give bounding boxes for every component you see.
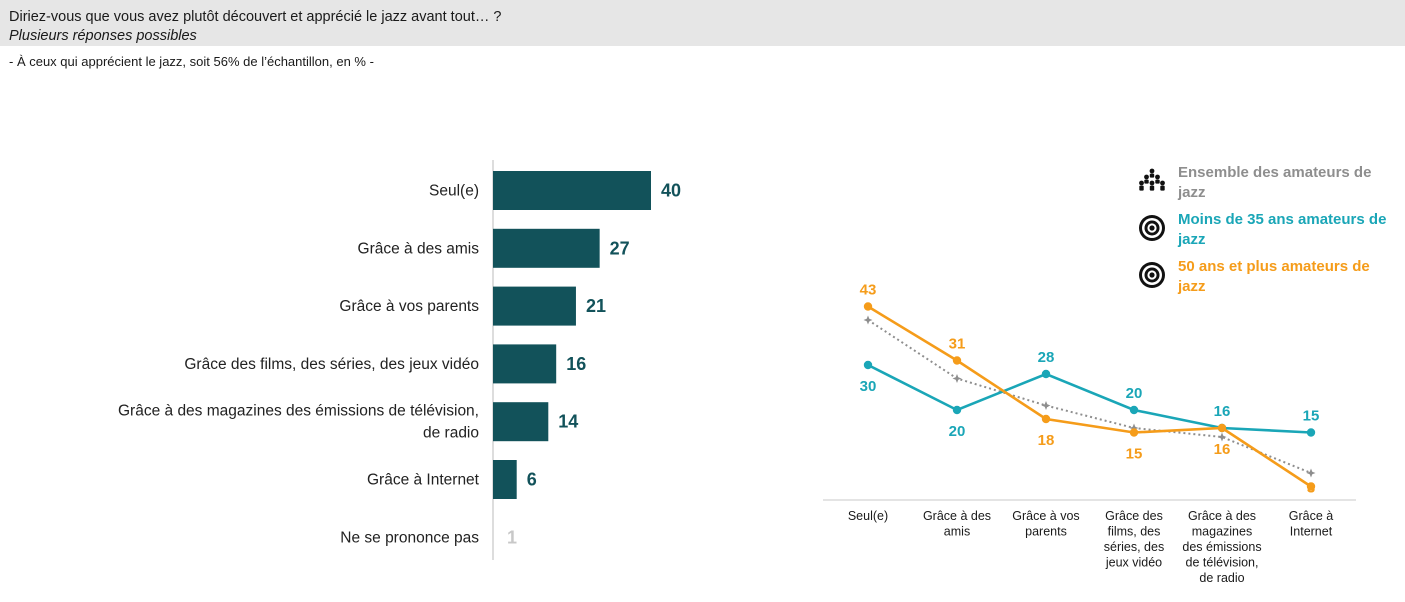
- header-band: [0, 0, 1405, 46]
- legend-item-moins-35: Moins de 35 ans amateurs de jazz: [1138, 210, 1398, 249]
- bar-value-label: 27: [610, 238, 630, 258]
- line-point: [863, 302, 873, 311]
- line-point: [1129, 428, 1139, 437]
- line-value-label: 18: [1038, 432, 1055, 449]
- line-value-label: 16: [1214, 441, 1231, 458]
- legend-item-50-plus: 50 ans et plus amateurs de jazz: [1138, 257, 1398, 296]
- bar-value-label: 21: [586, 296, 606, 316]
- line-point: [1306, 468, 1316, 478]
- question-title: Diriez-vous que vous avez plutôt découve…: [9, 9, 502, 25]
- bar: [493, 286, 576, 326]
- legend-label-ensemble: Ensemble des amateurs de jazz: [1178, 164, 1372, 201]
- line-value-label: 15: [1126, 446, 1143, 463]
- legend-label-moins-35: Moins de 35 ans amateurs de jazz: [1178, 211, 1387, 248]
- line-series: [867, 305, 1312, 488]
- line-value-label: 15: [1303, 408, 1320, 425]
- line-category-label: Grâce à des amis: [923, 509, 991, 539]
- target-icon: [1139, 215, 1165, 241]
- line-value-label: 31: [949, 336, 966, 353]
- line-value-label: 3: [1307, 480, 1315, 497]
- bar-value-label: 40: [661, 181, 681, 201]
- bar-value-label: 6: [527, 470, 537, 490]
- line-category-label: Grâce des films, des séries, des jeux vidéo: [1104, 509, 1164, 570]
- people-group-icon: [1139, 168, 1165, 191]
- bar-category-label: Grâce à vos parents: [339, 298, 479, 315]
- line-category-label: Seul(e): [848, 509, 888, 523]
- line-value-label: 20: [949, 423, 966, 440]
- line-value-label: 43: [860, 282, 877, 299]
- question-subtitle: Plusieurs réponses possibles: [9, 28, 197, 44]
- line-point: [952, 356, 962, 365]
- legend: Ensemble des amateurs de jazz Moins de 3…: [1138, 163, 1398, 302]
- line-value-label: 16: [1214, 403, 1231, 420]
- line-point: [1306, 482, 1316, 491]
- line-series: [867, 363, 1312, 434]
- bar-category-label: Ne se prononce pas: [340, 529, 479, 546]
- bar: [493, 460, 517, 499]
- line-point: [1041, 369, 1051, 379]
- bar-chart: 40 Seul(e) 27 Grâce à des amis 21 Grâce à vos…: [118, 160, 681, 560]
- line-point: [1217, 432, 1227, 442]
- legend-label-50-plus: 50 ans et plus amateurs de jazz: [1178, 258, 1370, 295]
- target-icon: [1139, 262, 1165, 288]
- bar: [493, 402, 549, 442]
- bar-value-label: 1: [507, 527, 517, 547]
- bar-category-label: Grâce à des magazines des émissions de t…: [118, 403, 479, 442]
- bar-category-label: Grâce à Internet: [367, 472, 480, 489]
- line-category-label: Grâce à vos parents: [1012, 509, 1079, 539]
- bar-category-label: Grâce à des amis: [358, 240, 480, 257]
- line-point: [1217, 423, 1227, 433]
- line-point: [863, 315, 873, 325]
- bar-category-label: Seul(e): [429, 183, 479, 200]
- line-point: [952, 374, 962, 383]
- line-value-label: 30: [860, 378, 877, 395]
- bar-category-label: Grâce des films, des séries, des jeux vi…: [184, 356, 479, 373]
- line-value-label: 20: [1126, 385, 1143, 402]
- line-point: [1217, 423, 1227, 433]
- line-point: [1306, 428, 1316, 437]
- line-series: [867, 319, 1312, 474]
- bar: [493, 344, 557, 384]
- bar-value-label: 14: [558, 412, 578, 432]
- line-category-label: Grâce à des magazines des émissions de télé…: [1182, 509, 1261, 585]
- bar: [493, 171, 651, 210]
- bar: [493, 228, 600, 268]
- line-category-label: Grâce à Internet: [1289, 509, 1334, 539]
- line-point: [1129, 405, 1139, 415]
- line-point: [1129, 423, 1139, 433]
- line-point: [863, 360, 873, 370]
- line-value-label: 28: [1038, 349, 1055, 366]
- line-point: [952, 405, 962, 415]
- bar-value-label: 16: [566, 354, 586, 374]
- line-point: [1041, 401, 1051, 410]
- base-note: - À ceux qui apprécient le jazz, soit 56…: [9, 54, 374, 69]
- line-point: [1041, 414, 1051, 424]
- legend-item-ensemble: Ensemble des amateurs de jazz: [1138, 163, 1398, 202]
